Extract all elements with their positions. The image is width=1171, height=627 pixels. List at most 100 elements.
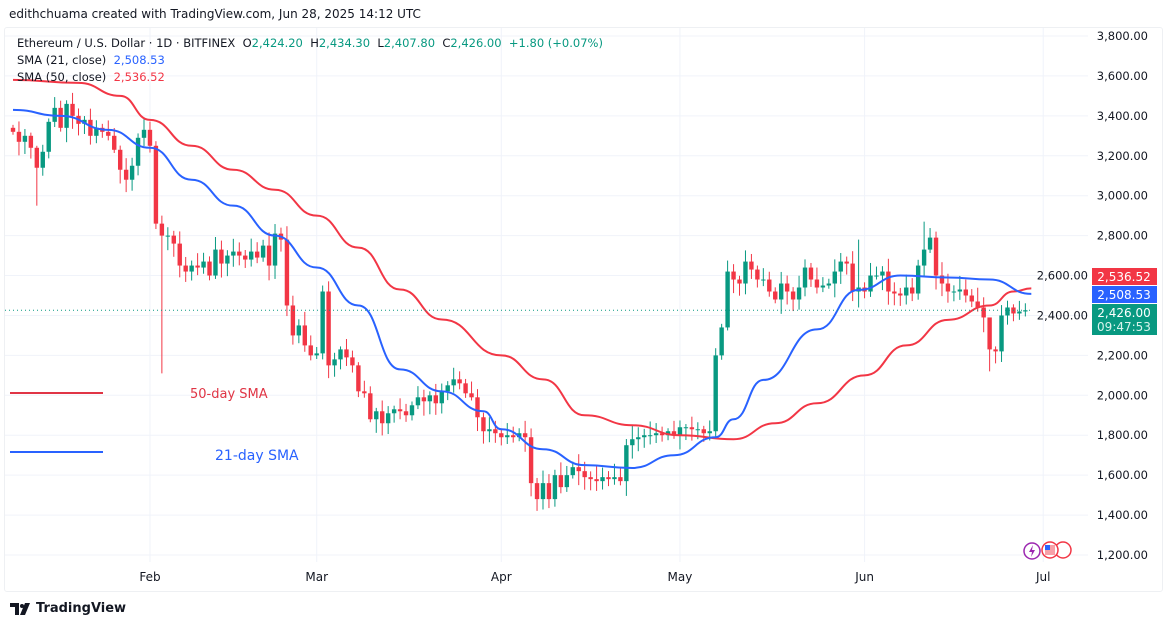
candle-body xyxy=(689,427,695,430)
candle xyxy=(183,256,188,282)
candle-body xyxy=(975,301,980,308)
candle xyxy=(409,401,415,421)
candle-body xyxy=(463,383,468,394)
candle-body xyxy=(624,445,629,482)
candle xyxy=(963,279,968,303)
candle-body xyxy=(368,393,373,420)
tradingview-logo-icon xyxy=(10,602,30,615)
candle-body xyxy=(469,393,474,398)
candle xyxy=(445,381,450,401)
candle xyxy=(308,335,313,361)
candle-body xyxy=(951,291,957,293)
candle-body xyxy=(933,237,939,276)
candle-body xyxy=(939,275,945,284)
candle-body xyxy=(534,483,540,500)
candle-body xyxy=(284,239,290,306)
time-tick-label: Apr xyxy=(491,570,512,584)
candle xyxy=(129,157,135,191)
candle-body xyxy=(927,237,933,250)
candle-body xyxy=(790,291,796,300)
candle-body xyxy=(850,263,855,292)
candle xyxy=(225,250,230,277)
tradingview-logo[interactable]: TradingView xyxy=(10,601,126,616)
candle-body xyxy=(10,127,16,132)
candle xyxy=(165,227,171,251)
time-tick-label: Feb xyxy=(139,570,160,584)
candle-body xyxy=(46,121,51,152)
candle xyxy=(451,367,456,393)
candle xyxy=(278,227,284,252)
countdown-tag: 09:47:53 xyxy=(1097,320,1151,334)
candle-body xyxy=(511,435,516,438)
candle-body xyxy=(362,391,367,394)
candle-body xyxy=(487,429,492,432)
candle-body xyxy=(618,477,623,482)
candle-body xyxy=(767,279,772,292)
candle-body xyxy=(570,467,575,476)
candle xyxy=(100,123,105,138)
candle-body xyxy=(266,245,272,266)
candle xyxy=(356,362,361,398)
candle-body xyxy=(457,379,462,384)
candle-body xyxy=(183,265,188,272)
candle-body xyxy=(40,151,45,168)
event-icons[interactable] xyxy=(1023,541,1072,560)
candle xyxy=(231,238,236,267)
candle-body xyxy=(481,417,486,432)
annotations: 50-day SMA 21-day SMA xyxy=(10,387,299,464)
candle-body xyxy=(636,437,641,440)
candle-body xyxy=(159,223,165,236)
candle-body xyxy=(439,391,444,404)
candle xyxy=(385,406,391,435)
candle xyxy=(499,428,504,446)
candle xyxy=(362,380,367,398)
open-value: 2,424.20 xyxy=(251,36,303,50)
lightning-glyph-icon xyxy=(1029,545,1035,557)
candle-body xyxy=(28,135,34,148)
sma-lines xyxy=(5,78,1032,469)
candle-body xyxy=(802,267,808,288)
candle xyxy=(904,274,909,305)
candle xyxy=(10,124,16,135)
ohlc-row: Ethereum / U.S. Dollar · 1D · BITFINEX O… xyxy=(17,36,603,50)
candle xyxy=(546,474,552,509)
symbol-title[interactable]: Ethereum / U.S. Dollar · 1D · BITFINEX xyxy=(17,36,236,50)
candle xyxy=(719,323,724,360)
candle xyxy=(993,346,998,364)
candle xyxy=(951,285,957,302)
candle-body xyxy=(189,265,194,272)
candle xyxy=(94,120,99,144)
candle xyxy=(64,100,69,143)
candle-body xyxy=(737,279,742,284)
candle-body xyxy=(838,261,843,272)
price-tick-label: 1,600.00 xyxy=(1097,468,1148,482)
candle xyxy=(540,470,546,510)
candle xyxy=(415,386,421,410)
price-tick-label: 1,200.00 xyxy=(1097,548,1148,562)
price-tick-label: 1,800.00 xyxy=(1097,428,1148,442)
candle xyxy=(260,239,266,262)
candle xyxy=(844,256,849,275)
candle-body xyxy=(171,235,176,244)
candle xyxy=(374,407,379,433)
time-tick-label: Mar xyxy=(305,570,328,584)
candle-body xyxy=(773,291,778,300)
candle-body xyxy=(713,355,718,432)
price-tick-label: 3,800.00 xyxy=(1097,29,1148,43)
candle xyxy=(272,224,278,279)
candle xyxy=(290,295,296,345)
candle-body xyxy=(147,129,153,146)
candle-body xyxy=(302,325,307,346)
candle-body xyxy=(409,405,415,416)
candle xyxy=(320,285,325,360)
candle-body xyxy=(832,271,837,284)
candle xyxy=(636,427,641,452)
candle xyxy=(838,252,843,284)
candle xyxy=(915,259,921,300)
candle xyxy=(820,277,826,293)
credit-text: edithchuama created with TradingView.com… xyxy=(9,7,421,21)
candle xyxy=(892,282,897,306)
candle-body xyxy=(677,427,683,436)
candle-body xyxy=(207,261,212,276)
